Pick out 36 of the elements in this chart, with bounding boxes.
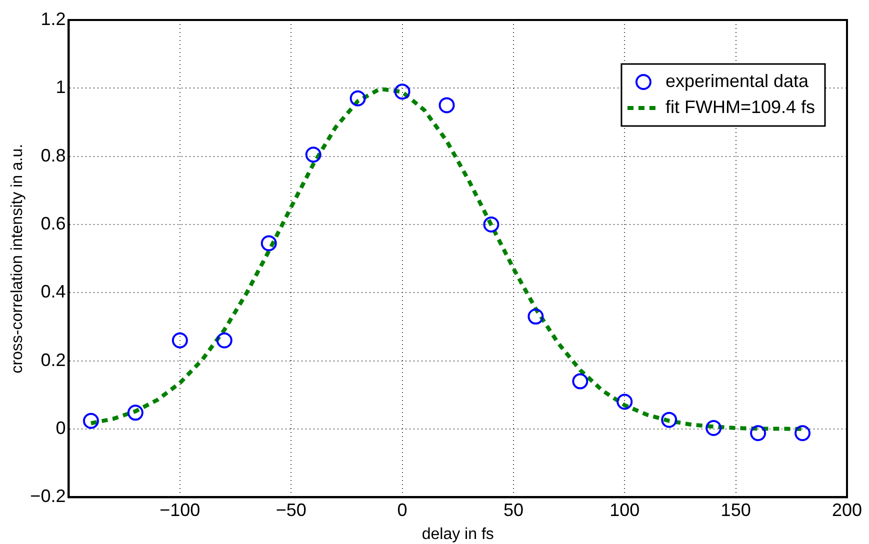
point	[305, 146, 322, 163]
y-tick-label: −0.2	[30, 486, 66, 506]
legend-label: experimental data	[665, 70, 810, 91]
x-tick-label: 150	[720, 500, 751, 520]
point	[260, 235, 277, 252]
y-tick-label: 0.4	[40, 282, 66, 302]
point	[794, 425, 811, 442]
x-axis-title: delay in fs	[422, 526, 494, 543]
y-tick-label: 0.8	[40, 145, 66, 166]
point	[706, 420, 722, 436]
y-tick-label: 0.6	[40, 213, 66, 234]
y-tick-label: 0	[56, 418, 66, 438]
x-tick-label: −50	[276, 500, 306, 520]
y-tick-label: 1.2	[40, 8, 66, 29]
point	[350, 90, 366, 106]
point	[82, 412, 99, 429]
point	[616, 394, 633, 410]
x-tick-label: −100	[160, 500, 200, 520]
point	[172, 332, 188, 348]
point	[127, 404, 144, 421]
y-tick-label: 0.2	[40, 350, 66, 370]
point	[438, 97, 455, 114]
legend-label: fit FWHM=109.4 fs	[665, 96, 816, 117]
y-tick-label: 1	[56, 77, 66, 98]
point	[394, 84, 410, 100]
point	[528, 308, 544, 325]
point	[572, 373, 588, 390]
x-tick-label: 50	[503, 500, 524, 520]
point	[216, 332, 232, 348]
point	[661, 412, 678, 428]
x-tick-label: 200	[832, 500, 862, 520]
point	[483, 216, 500, 233]
x-tick-label: 100	[610, 500, 640, 520]
point	[750, 425, 766, 442]
x-tick-label: 0	[397, 500, 408, 520]
y-axis-title: cross-correlation intensity in a.u.	[9, 144, 26, 374]
